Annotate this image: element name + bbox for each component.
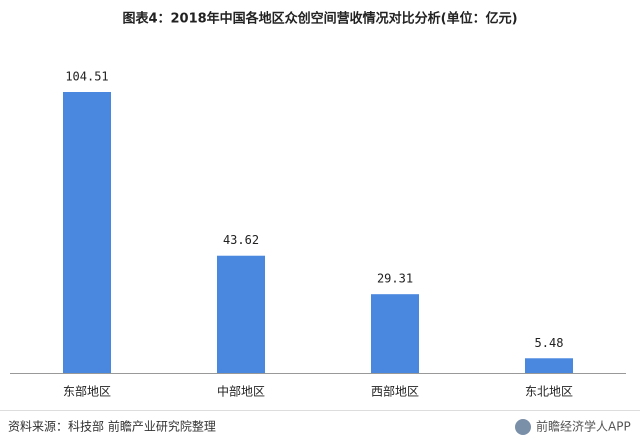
bar — [63, 92, 111, 373]
source: 资料来源：科技部 前瞻产业研究院整理 — [8, 419, 216, 434]
value-label: 43.62 — [223, 233, 259, 247]
watermark-icon — [515, 419, 531, 435]
value-label: 29.31 — [377, 272, 413, 286]
chart-title: 图表4：2018年中国各地区众创空间营收情况对比分析(单位：亿元) — [122, 11, 517, 27]
x-tick-label: 中部地区 — [217, 384, 265, 399]
bar — [217, 255, 265, 373]
value-label: 104.51 — [65, 70, 108, 84]
x-tick-label: 东北地区 — [525, 385, 573, 399]
bar — [371, 294, 419, 373]
value-label: 5.48 — [535, 336, 564, 350]
x-tick-label: 西部地区 — [371, 384, 419, 399]
bar — [525, 358, 573, 373]
watermark: 前瞻经济学人APP — [536, 419, 631, 434]
x-tick-label: 东部地区 — [63, 384, 111, 399]
